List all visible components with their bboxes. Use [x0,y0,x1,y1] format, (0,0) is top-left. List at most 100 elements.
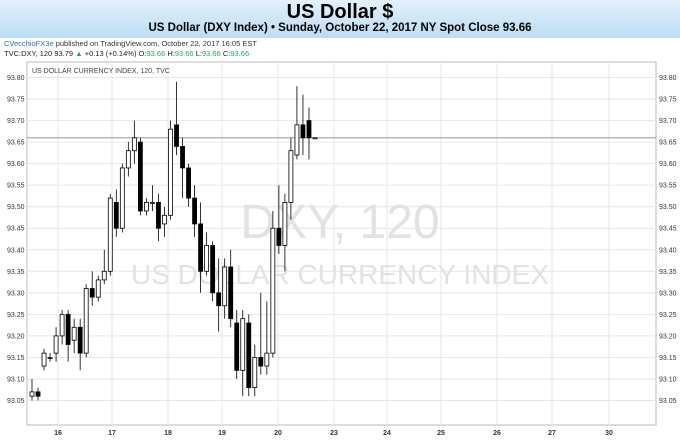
candle [168,120,173,220]
candle [162,206,167,237]
candle-body-down [192,197,197,225]
y-tick-label: 93.65 [659,140,677,147]
page-title: US Dollar $ [286,1,394,23]
high-value: 93.66 [174,49,194,58]
candle-body-down [234,322,240,371]
candle-body-up [270,227,276,354]
candle [180,137,185,199]
candle [306,107,312,160]
y-tick-label: 93.70 [659,118,677,125]
y-tick-label: 93.30 [7,290,25,297]
candle-body-down [137,141,143,212]
y-tick-label: 93.10 [7,376,25,383]
y-tick-label: 93.15 [7,355,25,362]
close-label: C: [222,49,231,58]
x-tick-label: 27 [548,430,556,437]
candle [89,271,95,306]
y-tick-label: 93.35 [659,269,677,276]
last-price: 93.79 [54,49,74,58]
candle-body-down [300,124,306,139]
y-tick-label: 93.80 [659,75,677,82]
y-axis-right: 93.80 93.75 93.70 93.65 93.60 93.55 93.50 93.45… [659,75,677,405]
y-tick-label: 93.20 [7,333,25,340]
y-tick-label: 93.65 [7,140,25,147]
y-tick-label: 93.45 [7,226,25,233]
candle [282,193,288,272]
candle [204,232,210,276]
open-value: 93.66 [146,49,166,58]
published-line: CVecchioFX3e published on TradingView.co… [4,39,257,48]
candle-body-up [204,245,210,272]
candle-body-down [180,146,185,169]
candle [198,202,203,293]
plot-area [26,61,657,426]
x-tick-label: 25 [437,430,445,437]
watermark-name: US DOLLAR CURRENCY INDEX [131,259,549,290]
y-tick-label: 93.55 [659,183,677,190]
y-tick-label: 93.10 [659,376,677,383]
x-tick-label: 23 [330,430,338,437]
candle [53,327,59,362]
y-tick-label: 93.35 [7,269,25,276]
candle [107,193,113,276]
candle [77,318,83,371]
y-tick-label: 93.25 [7,312,25,319]
candle [240,310,246,397]
candle-body-down [113,201,119,229]
author-link[interactable]: CVecchioFX3e [4,39,54,48]
candle [276,185,282,255]
y-axis-left: 93.80 93.75 93.70 93.65 93.60 93.55 93.50 93.45… [7,75,25,405]
candle-body-up [168,128,173,216]
low-label: L: [195,49,202,58]
candle [144,198,149,216]
candle [150,185,155,212]
candle-body-up [107,197,113,272]
candle [246,314,252,397]
candle-body-up [29,391,35,397]
candle [186,163,191,207]
candle [228,249,234,328]
symbol-label: TVC:DXY, 120 [4,49,53,58]
y-tick-label: 93.60 [659,161,677,168]
x-tick-label: 30 [605,430,613,437]
candle [95,275,101,302]
candle [83,284,89,358]
candle-body-up [222,266,228,307]
chart-legend: US DOLLAR CURRENCY INDEX, 120, TVC [32,68,170,75]
candle [156,193,161,242]
x-tick-label: 17 [108,430,116,437]
y-tick-label: 93.30 [659,290,677,297]
x-tick-label: 26 [493,430,501,437]
candle-body-up [288,150,294,203]
candle [270,211,276,358]
y-tick-label: 93.75 [659,97,677,104]
candle [252,344,258,397]
candle-body-up [312,137,318,140]
candle-body-down [174,124,179,147]
candle [29,378,35,401]
candle [71,318,77,354]
y-tick-label: 93.45 [659,226,677,233]
candle [300,94,306,156]
candle-body-down [77,326,83,354]
candle [41,348,47,371]
change-value: +0.13 (+0.14%) [84,49,137,58]
candle [210,241,216,302]
candle-body-down [186,167,191,199]
y-tick-label: 93.20 [659,333,677,340]
y-tick-label: 93.60 [7,161,25,168]
candle [35,387,41,401]
close-value: 93.66 [230,49,250,58]
low-value: 93.66 [201,49,221,58]
candle-body-down [246,322,252,388]
candle [234,310,240,379]
candle [288,137,294,220]
candle [216,258,222,332]
candle-body-up [95,279,101,298]
x-axis: 16 17 18 19 20 23 24 25 26 27 30 [54,430,613,437]
y-tick-label: 93.55 [7,183,25,190]
candle-body-up [150,201,155,204]
candle [47,353,53,362]
candle-body-up [119,167,125,229]
